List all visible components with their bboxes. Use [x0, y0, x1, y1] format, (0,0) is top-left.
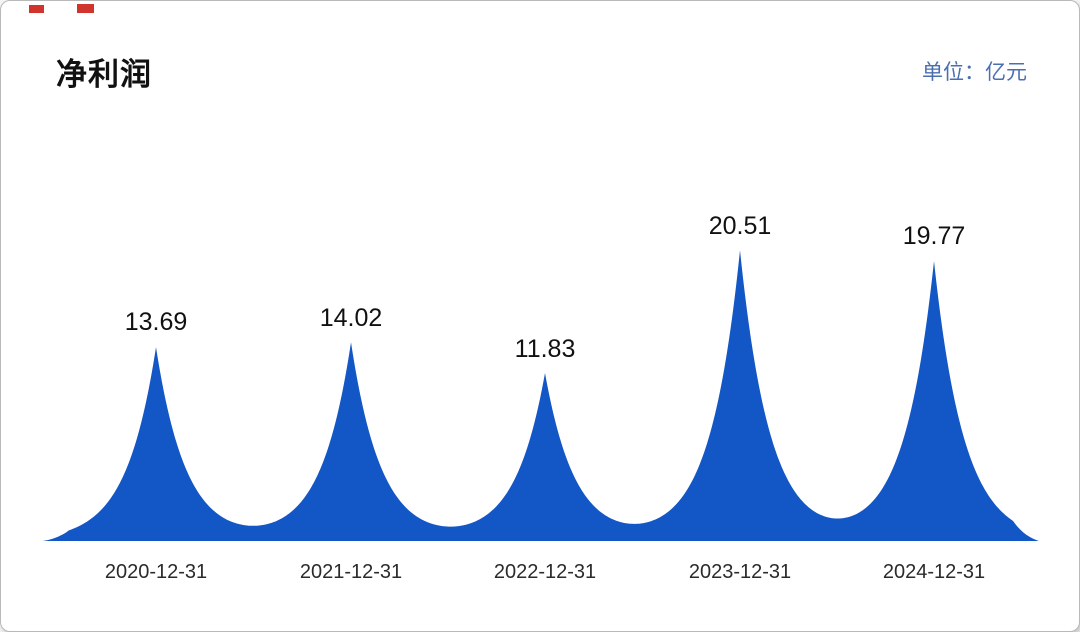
- x-axis-label: 2020-12-31: [104, 561, 208, 583]
- red-mark-icon: [29, 5, 44, 13]
- chart-title: 净利润: [56, 57, 152, 92]
- value-label: 11.83: [514, 334, 576, 363]
- value-label: 19.77: [902, 222, 966, 251]
- value-label: 14.02: [319, 303, 383, 332]
- red-mark-icon: [77, 4, 94, 13]
- unit-label: 单位：亿元: [922, 61, 1027, 84]
- x-axis-label: 2024-12-31: [882, 561, 986, 583]
- value-label: 20.51: [708, 212, 772, 240]
- x-axis-label: 2022-12-31: [493, 561, 597, 583]
- value-label: 13.69: [124, 308, 188, 337]
- x-axis-label: 2023-12-31: [688, 561, 792, 583]
- cropped-red-text-marks: [1, 1, 121, 17]
- x-axis-label: 2021-12-31: [299, 561, 403, 583]
